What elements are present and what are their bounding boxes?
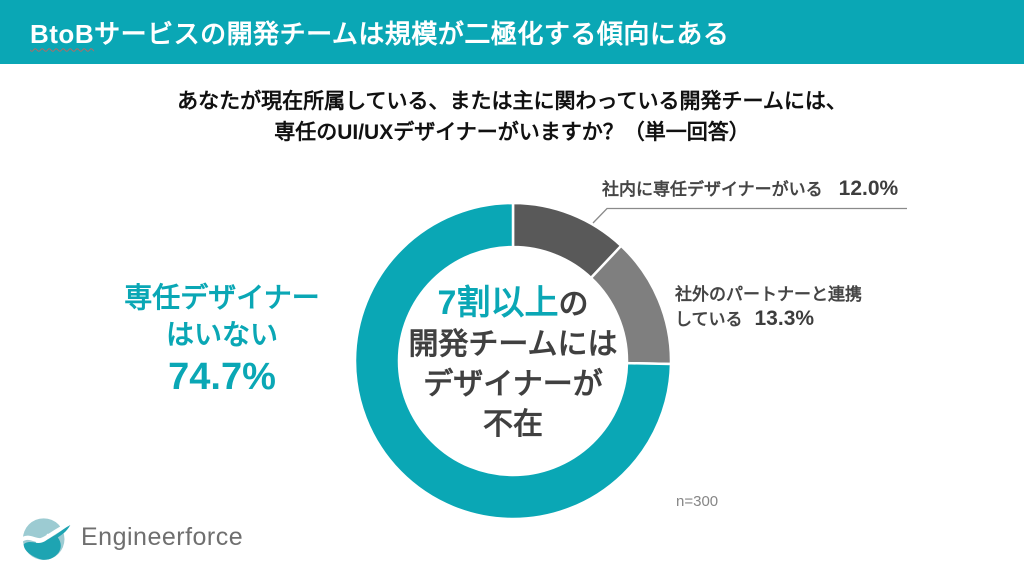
callout-no-designer-line1: 専任デザイナー xyxy=(124,282,320,313)
callout-no-designer-line2: はいない xyxy=(165,319,278,350)
engineerforce-logo-icon xyxy=(22,518,72,560)
callout-external-partner: 社外のパートナーと連携 している 13.3% xyxy=(675,283,862,332)
survey-question-line1: あなたが現在所属している、または主に関わっている開発チームには、 xyxy=(177,90,847,113)
callout-external-partner-line2-text: している xyxy=(675,310,743,329)
page-title: BtoBサービスの開発チームは規模が二極化する傾向にある xyxy=(30,14,729,51)
center-label-line3: デザイナーが xyxy=(423,368,603,401)
center-label-highlight: 7割以上 xyxy=(437,284,559,322)
callout-no-designer: 専任デザイナー はいない 74.7% xyxy=(97,279,347,401)
donut-svg xyxy=(353,201,673,521)
callout-inhouse-designer-label: 社内に専任デザイナーがいる xyxy=(602,180,823,199)
page-title-rest: サービスの開発チームは規模が二極化する傾向にある xyxy=(94,18,730,49)
leader-line xyxy=(592,207,907,224)
survey-question: あなたが現在所属している、または主に関わっている開発チームには、 専任のUI/U… xyxy=(0,86,1024,148)
donut-center-label: 7割以上の 開発チームには デザイナーが 不在 xyxy=(353,201,673,521)
callout-inhouse-designer-pct: 12.0% xyxy=(838,177,899,200)
callout-external-partner-line1: 社外のパートナーと連携 xyxy=(675,285,862,304)
header-banner: BtoBサービスの開発チームは規模が二極化する傾向にある xyxy=(0,0,1024,64)
center-label-line4: 不在 xyxy=(483,408,543,441)
callout-external-partner-line2: している 13.3% xyxy=(675,307,862,332)
engineerforce-logo-text: Engineerforce xyxy=(81,523,244,551)
center-label-line1: 7割以上の xyxy=(438,283,589,325)
callout-external-partner-pct: 13.3% xyxy=(754,307,815,330)
callout-no-designer-pct: 74.7% xyxy=(168,356,276,398)
survey-question-line2: 専任のUI/UXデザイナーがいますか？（単一回答） xyxy=(274,121,750,144)
sample-size-note: n=300 xyxy=(676,493,719,510)
page-title-prefix: BtoB xyxy=(30,18,95,49)
donut-slice xyxy=(353,201,673,521)
company-logo: Engineerforce xyxy=(22,514,243,561)
donut-chart: 7割以上の 開発チームには デザイナーが 不在 xyxy=(353,201,673,521)
center-label-line2: 開発チームには xyxy=(408,328,618,361)
center-label-line1-rest: の xyxy=(558,288,589,321)
callout-inhouse-designer: 社内に専任デザイナーがいる 12.0% xyxy=(602,175,898,201)
